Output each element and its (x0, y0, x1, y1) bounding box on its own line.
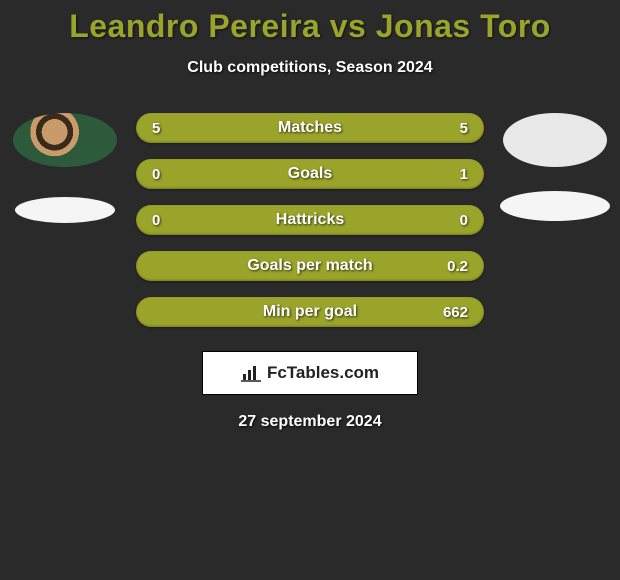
player-right-marker (500, 191, 610, 221)
infographic-root: Leandro Pereira vs Jonas Toro Club compe… (0, 0, 620, 431)
stat-label: Goals (288, 165, 332, 183)
brand-label: FcTables.com (267, 363, 379, 383)
player-left-marker (15, 197, 115, 223)
comparison-row: 5 Matches 5 0 Goals 1 0 Hattricks 0 Goal… (0, 113, 620, 327)
stat-label: Matches (278, 119, 342, 137)
subtitle: Club competitions, Season 2024 (0, 59, 620, 77)
player-left-column (10, 113, 120, 223)
stat-label: Hattricks (276, 211, 344, 229)
stat-row-hattricks: 0 Hattricks 0 (136, 205, 484, 235)
stat-left-value: 5 (152, 120, 192, 137)
chart-bar-icon (241, 364, 261, 382)
player-right-avatar (503, 113, 607, 167)
player-left-avatar (13, 113, 117, 167)
stat-row-goals: 0 Goals 1 (136, 159, 484, 189)
stat-row-min-per-goal: Min per goal 662 (136, 297, 484, 327)
stat-left-value: 0 (152, 212, 192, 229)
stat-row-goals-per-match: Goals per match 0.2 (136, 251, 484, 281)
stat-left-value: 0 (152, 166, 192, 183)
stat-right-value: 1 (428, 166, 468, 183)
stat-right-value: 662 (428, 304, 468, 321)
stat-right-value: 5 (428, 120, 468, 137)
page-title: Leandro Pereira vs Jonas Toro (0, 8, 620, 45)
stat-right-value: 0 (428, 212, 468, 229)
date-label: 27 september 2024 (0, 413, 620, 431)
player-right-column (500, 113, 610, 221)
stats-column: 5 Matches 5 0 Goals 1 0 Hattricks 0 Goal… (136, 113, 484, 327)
stat-label: Goals per match (247, 257, 372, 275)
stat-label: Min per goal (263, 303, 357, 321)
stat-row-matches: 5 Matches 5 (136, 113, 484, 143)
stat-right-value: 0.2 (428, 258, 468, 275)
brand-box: FcTables.com (202, 351, 418, 395)
